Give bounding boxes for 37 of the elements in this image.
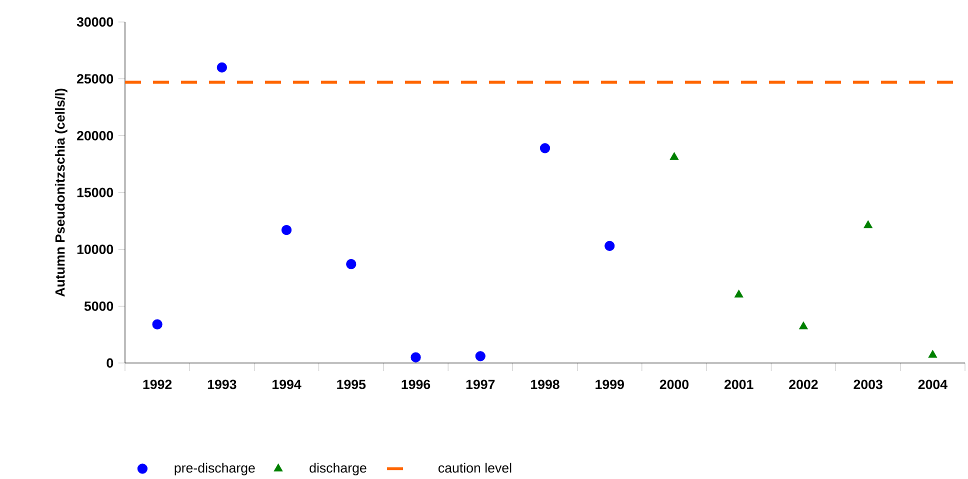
x-tick-label: 1999 (596, 380, 624, 390)
x-tick-label: 1996 (402, 380, 430, 390)
x-tick-label: 2001 (724, 380, 754, 390)
x-tick-label: 2002 (789, 380, 818, 390)
point (604, 240, 615, 251)
legend-label: caution level (438, 462, 512, 473)
x-tick-label: 2003 (854, 380, 882, 390)
point (928, 350, 938, 358)
point (410, 352, 421, 362)
x-tick-label: 1995 (337, 380, 366, 390)
y-tick-label: 0 (106, 358, 114, 368)
legend-label: discharge (310, 462, 366, 476)
y-tick-label: 5000 (84, 301, 114, 311)
point (281, 224, 292, 236)
point (346, 259, 356, 270)
y-tick-label: 15000 (77, 188, 114, 198)
point (540, 143, 550, 154)
point (216, 62, 227, 73)
point (152, 319, 162, 330)
y-tick-label: 25000 (77, 74, 114, 84)
point (799, 322, 808, 330)
x-tick-label: 2000 (660, 380, 689, 390)
legend-label: pre-discharge (174, 462, 255, 476)
x-tick-label: 1992 (143, 380, 172, 390)
y-tick-label: 30000 (76, 17, 114, 27)
point (670, 152, 679, 160)
x-tick-label: 1994 (272, 380, 302, 390)
x-tick-label: 1998 (531, 380, 560, 390)
point (475, 351, 486, 362)
point (734, 290, 744, 298)
y-axis-title: Autumn Pseudonitzschia (cells/l) (54, 88, 68, 297)
y-tick-label: 10000 (77, 244, 114, 254)
x-tick-label: 1997 (466, 380, 495, 390)
x-tick-label: 1993 (208, 380, 236, 390)
y-tick-label: 20000 (77, 130, 114, 140)
x-tick-label: 2004 (918, 380, 948, 390)
point (864, 220, 873, 228)
